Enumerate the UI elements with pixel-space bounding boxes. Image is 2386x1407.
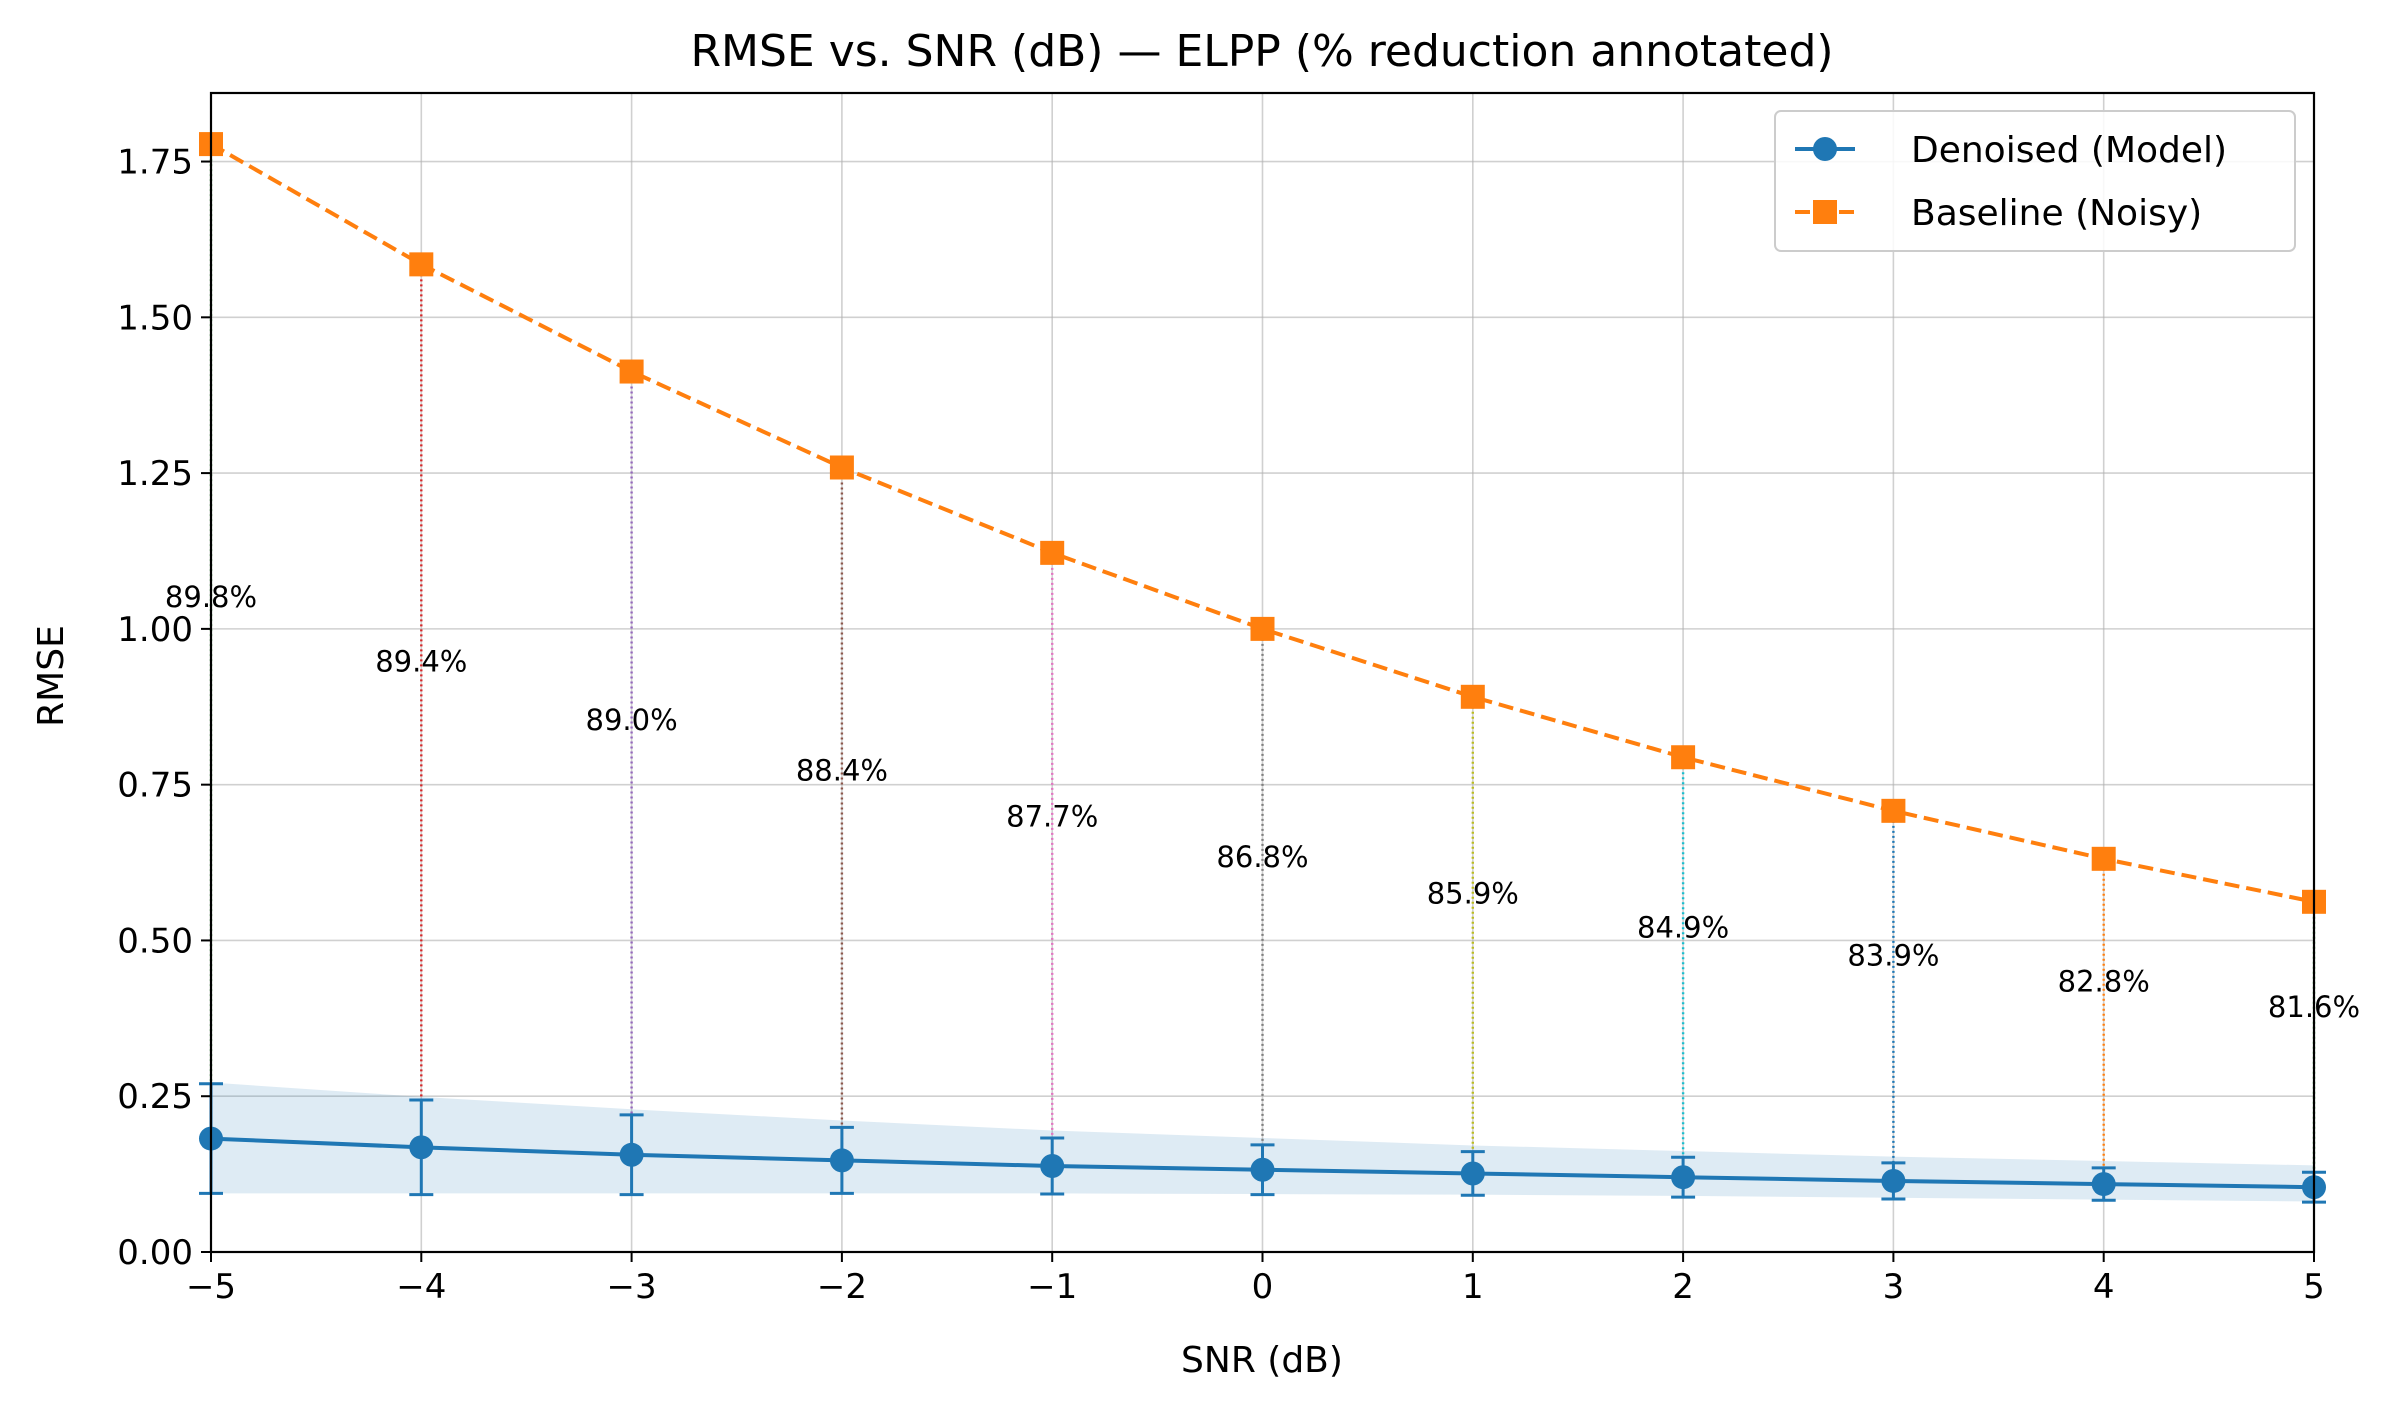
reduction-label: 87.7% (1006, 799, 1098, 833)
x-tick-label: 5 (2303, 1267, 2325, 1307)
x-tick-label: −3 (607, 1267, 657, 1307)
denoised-point (409, 1135, 433, 1159)
y-axis-label: RMSE (31, 625, 72, 727)
baseline-point (1251, 617, 1275, 641)
y-tick-label: 1.50 (117, 298, 193, 338)
y-tick-label: 0.50 (117, 921, 193, 961)
baseline-point (1881, 799, 1905, 823)
baseline-point (620, 360, 644, 384)
baseline-point (409, 252, 433, 276)
x-tick-label: 1 (1462, 1267, 1484, 1307)
y-tick-label: 1.25 (117, 454, 193, 494)
legend-denoised-label: Denoised (Model) (1911, 130, 2227, 171)
x-tick-label: −4 (396, 1267, 446, 1307)
denoised-point (1881, 1169, 1905, 1193)
reduction-label: 82.8% (2058, 965, 2150, 999)
y-tick-label: 0.25 (117, 1077, 193, 1117)
y-tick-label: 1.75 (117, 143, 193, 183)
baseline-point (2092, 847, 2116, 871)
x-tick-label: −1 (1027, 1267, 1077, 1307)
baseline-point (1461, 685, 1485, 709)
chart-title: RMSE vs. SNR (dB) — ELPP (% reduction an… (690, 26, 1833, 77)
legend-denoised-marker (1813, 137, 1837, 161)
baseline-point (830, 455, 854, 479)
y-tick-label: 0.75 (117, 766, 193, 806)
x-tick-label: −2 (817, 1267, 867, 1307)
baseline-point (1671, 745, 1695, 769)
baseline-point (1040, 541, 1064, 565)
denoised-point (1251, 1158, 1275, 1182)
reduction-label: 89.0% (586, 703, 678, 737)
y-tick-label: 1.00 (117, 610, 193, 650)
denoised-point (1461, 1161, 1485, 1185)
x-tick-label: 4 (2093, 1267, 2115, 1307)
x-tick-label: −5 (186, 1267, 236, 1307)
denoised-point (620, 1143, 644, 1167)
reduction-label: 85.9% (1427, 877, 1519, 911)
reduction-label: 88.4% (796, 753, 888, 787)
x-tick-label: 3 (1883, 1267, 1905, 1307)
reduction-label: 84.9% (1637, 910, 1729, 944)
legend-baseline-label: Baseline (Noisy) (1911, 193, 2202, 234)
legend: Denoised (Model) Baseline (Noisy) (1775, 111, 2295, 251)
reduction-label: 89.4% (375, 644, 467, 678)
denoised-point (1040, 1154, 1064, 1178)
x-tick-label: 0 (1252, 1267, 1274, 1307)
denoised-point (830, 1148, 854, 1172)
legend-baseline-marker (1813, 200, 1837, 224)
reduction-label: 83.9% (1847, 938, 1939, 972)
x-axis-label: SNR (dB) (1181, 1340, 1343, 1381)
reduction-label: 86.8% (1216, 840, 1308, 874)
denoised-point (1671, 1165, 1695, 1189)
y-tick-label: 0.00 (117, 1233, 193, 1273)
x-tick-label: 2 (1672, 1267, 1694, 1307)
denoised-point (2092, 1172, 2116, 1196)
